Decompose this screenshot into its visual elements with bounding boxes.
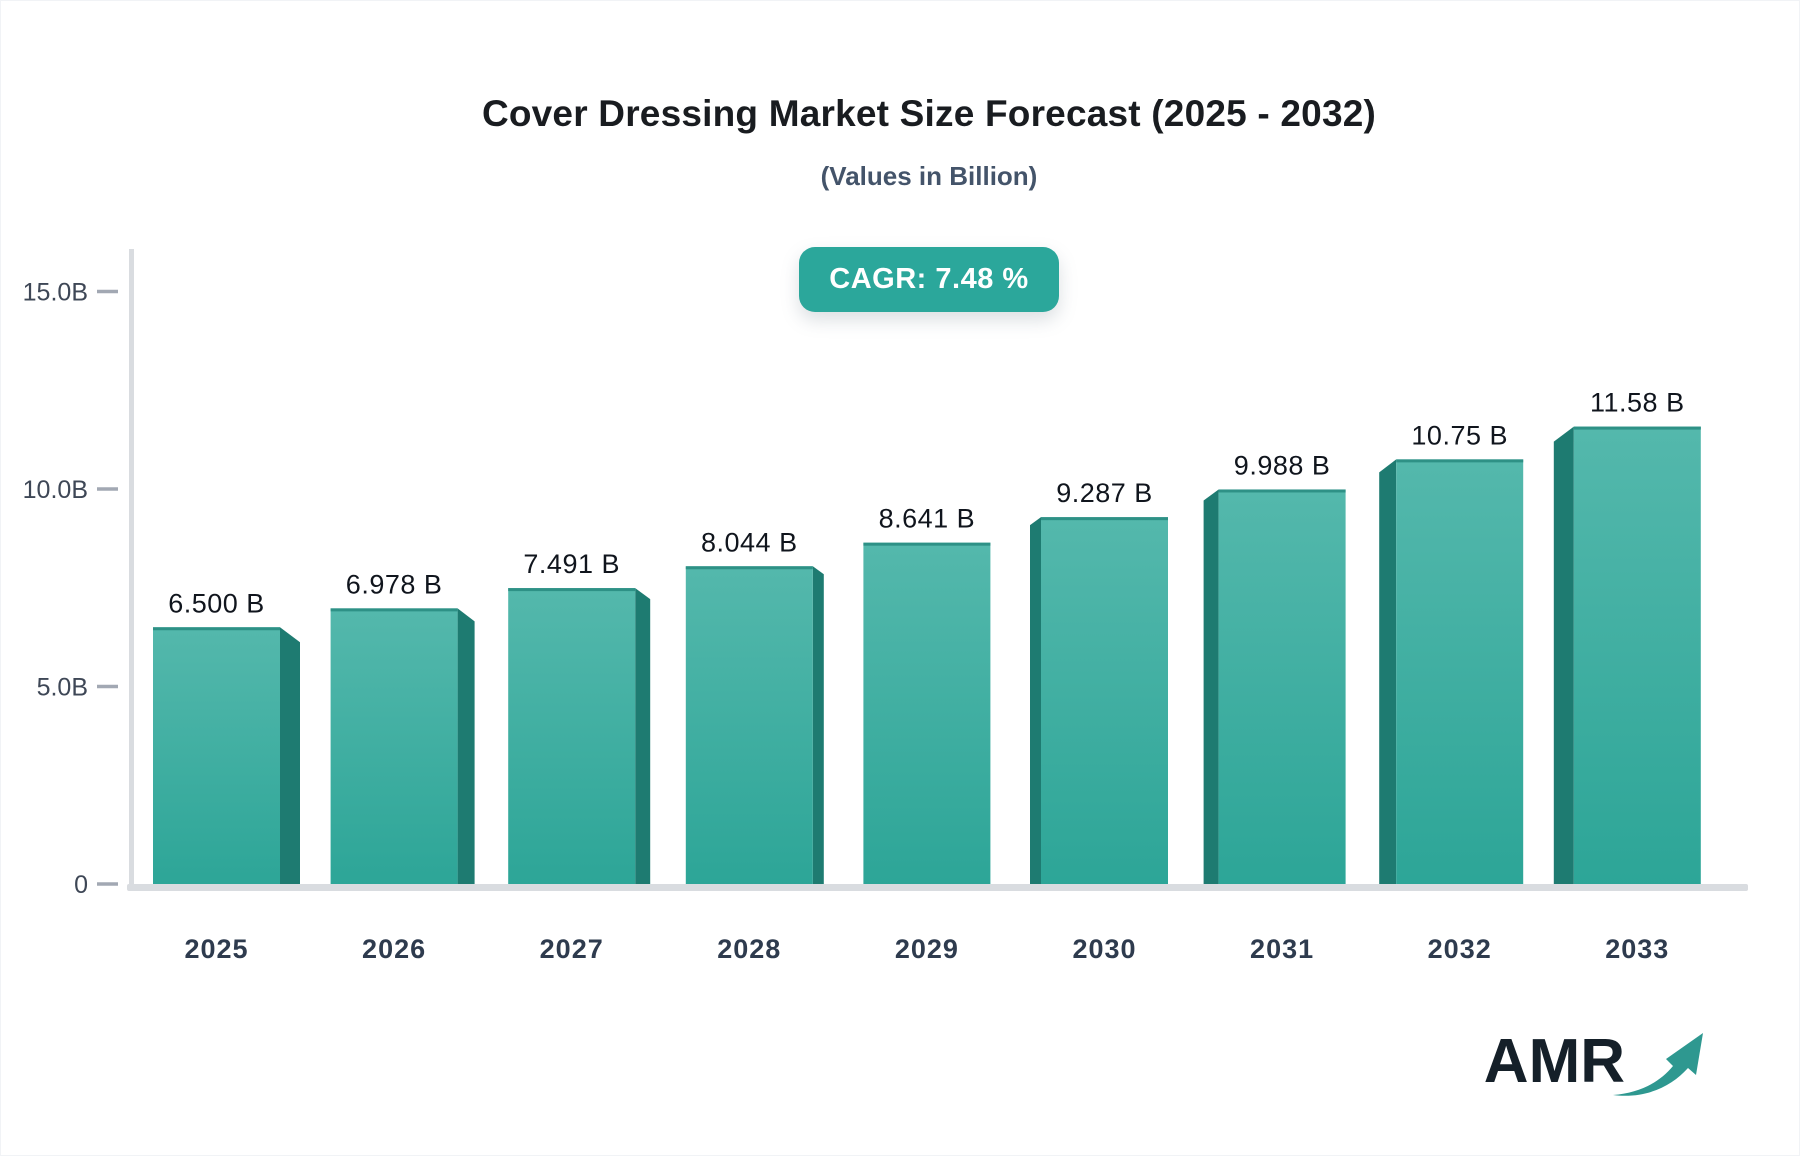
bar-value-label: 7.491 B	[523, 549, 620, 579]
bar-2025	[153, 627, 280, 890]
bar-2030	[1041, 517, 1168, 890]
bar-value-label: 9.988 B	[1234, 450, 1331, 480]
bar-2028	[685, 566, 813, 890]
x-axis-label: 2029	[895, 934, 959, 964]
x-axis-label: 2030	[1072, 934, 1136, 964]
bar-top-edge	[330, 608, 458, 612]
y-axis-line	[129, 249, 134, 891]
bar-top-edge	[1218, 489, 1346, 493]
y-axis-tick-label: 10.0B	[23, 476, 88, 504]
x-axis-label: 2033	[1605, 934, 1669, 964]
bar-value-label: 6.978 B	[346, 569, 443, 599]
bar-3d-side	[1030, 517, 1041, 890]
y-axis-tick-label: 0	[74, 871, 88, 899]
bar-top-edge	[685, 566, 813, 570]
x-axis-label: 2027	[540, 934, 604, 964]
x-axis-label: 2025	[184, 934, 248, 964]
bar-top-edge	[153, 627, 280, 631]
logo-arrow-path	[1613, 1033, 1703, 1096]
bar-2026	[330, 608, 458, 890]
trending-up-arrow-icon	[1613, 1033, 1703, 1096]
bar-top-edge	[508, 588, 636, 592]
x-axis-label: 2031	[1250, 934, 1314, 964]
bar-top-edge	[1041, 517, 1168, 521]
amr-logo-text: AMR	[1483, 1027, 1625, 1096]
bar-3d-side	[1379, 459, 1397, 890]
bar-3d-side	[1203, 489, 1219, 890]
y-axis-tick-label: 15.0B	[23, 279, 88, 307]
bar-3d-side	[280, 627, 300, 890]
x-axis-label: 2028	[717, 934, 781, 964]
bar-value-label: 11.58 B	[1590, 388, 1685, 418]
bar-3d-side	[812, 566, 824, 890]
bar-top-edge	[1396, 459, 1524, 463]
bar-3d-side	[457, 608, 475, 890]
x-axis-line	[127, 884, 1748, 891]
bar-2027	[508, 588, 636, 890]
cagr-badge: CAGR: 7.48 %	[799, 247, 1059, 312]
page-title: Cover Dressing Market Size Forecast (202…	[481, 93, 1377, 134]
bar-2031	[1218, 489, 1346, 890]
x-axis-label: 2032	[1428, 934, 1492, 964]
bar-3d-side	[635, 588, 651, 890]
bar-value-label: 8.044 B	[701, 527, 798, 557]
cagr-badge-row: CAGR: 7.48 %	[1, 247, 1799, 312]
bar-top-edge	[1573, 426, 1701, 430]
bar-2029	[863, 542, 991, 890]
bar-value-label: 9.287 B	[1056, 478, 1153, 508]
y-axis-tick-label: 5.0B	[37, 674, 88, 702]
bar-value-label: 6.500 B	[168, 588, 265, 618]
chart-subtitle: (Values in Billion)	[820, 161, 1038, 191]
amr-logo: AMR	[1484, 1031, 1713, 1109]
bar-3d-side	[1553, 426, 1574, 890]
bar-2033	[1573, 426, 1701, 890]
x-axis-label: 2026	[362, 934, 426, 964]
bar-top-edge	[863, 542, 991, 546]
bar-value-label: 10.75 B	[1411, 420, 1508, 450]
bar-2032	[1396, 459, 1524, 890]
bar-value-label: 8.641 B	[879, 504, 976, 534]
